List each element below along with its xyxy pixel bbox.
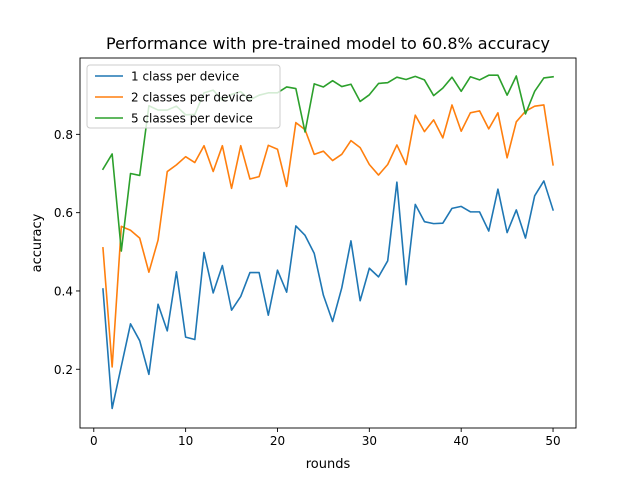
legend: 1 class per device 2 classes per device 5 … <box>86 64 281 129</box>
series-line-2 <box>102 104 554 368</box>
x-tick-label: 50 <box>545 434 560 448</box>
y-tick-label: 0.2 <box>54 363 73 377</box>
x-tick-label: 0 <box>90 434 98 448</box>
y-tick-label: 0.6 <box>54 206 73 220</box>
legend-label-3: 5 classes per device <box>131 112 253 126</box>
y-tick-label: 0.8 <box>54 128 73 142</box>
y-tick-label: 0.4 <box>54 284 73 298</box>
legend-box <box>86 64 281 129</box>
y-axis-label: accuracy <box>30 213 45 272</box>
x-tick-label: 20 <box>270 434 285 448</box>
x-tick-label: 30 <box>362 434 377 448</box>
legend-label-1: 1 class per device <box>131 70 239 84</box>
x-tick-label: 40 <box>454 434 469 448</box>
axes-frame <box>79 57 577 429</box>
x-tick-label: 10 <box>178 434 193 448</box>
chart-title: Performance with pre-trained model to 60… <box>106 34 550 53</box>
x-axis-label: rounds <box>306 457 351 472</box>
legend-label-2: 2 classes per device <box>131 91 253 105</box>
series-line-1 <box>102 180 555 410</box>
